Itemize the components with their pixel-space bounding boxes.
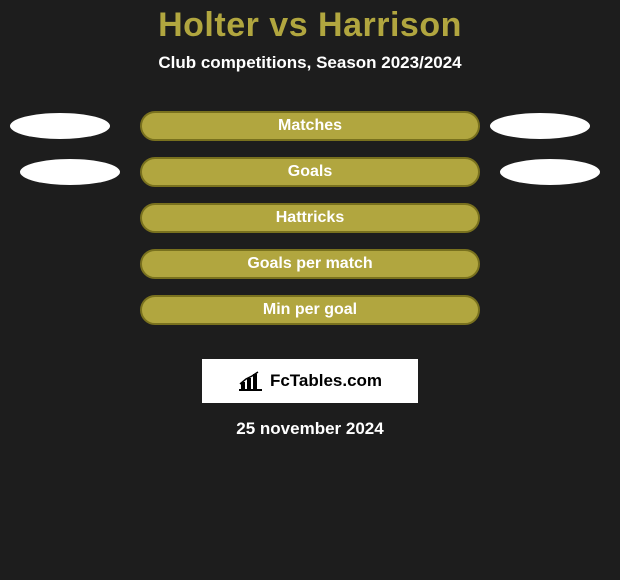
date-text: 25 november 2024 [236,419,383,438]
left-value-ellipse [10,113,110,139]
brand-inner: FcTables.com [238,370,382,392]
date-label: 25 november 2024 [0,419,620,439]
stat-rows: Matches Goals Hattricks Goals per match Min … [0,111,620,341]
stat-bar: Goals per match [140,249,480,279]
brand-box: FcTables.com [202,359,418,403]
right-value-ellipse [490,113,590,139]
page-title: Holter vs Harrison [0,0,620,45]
stat-bar: Min per goal [140,295,480,325]
brand-text: FcTables.com [270,371,382,391]
stat-label: Hattricks [142,209,478,227]
subtitle: Club competitions, Season 2023/2024 [0,53,620,73]
bar-chart-icon [238,370,264,392]
stat-row: Min per goal [0,295,620,325]
right-value-ellipse [500,159,600,185]
stat-label: Matches [142,117,478,135]
stat-bar: Matches [140,111,480,141]
stat-row: Hattricks [0,203,620,233]
title-text: Holter vs Harrison [158,6,462,44]
comparison-widget: Holter vs Harrison Club competitions, Se… [0,0,620,580]
stat-bar: Goals [140,157,480,187]
stat-row: Goals per match [0,249,620,279]
stat-row: Goals [0,157,620,187]
subtitle-text: Club competitions, Season 2023/2024 [158,53,461,72]
left-value-ellipse [20,159,120,185]
stat-row: Matches [0,111,620,141]
stat-label: Goals [142,163,478,181]
stat-label: Min per goal [142,301,478,319]
stat-bar: Hattricks [140,203,480,233]
stat-label: Goals per match [142,255,478,273]
